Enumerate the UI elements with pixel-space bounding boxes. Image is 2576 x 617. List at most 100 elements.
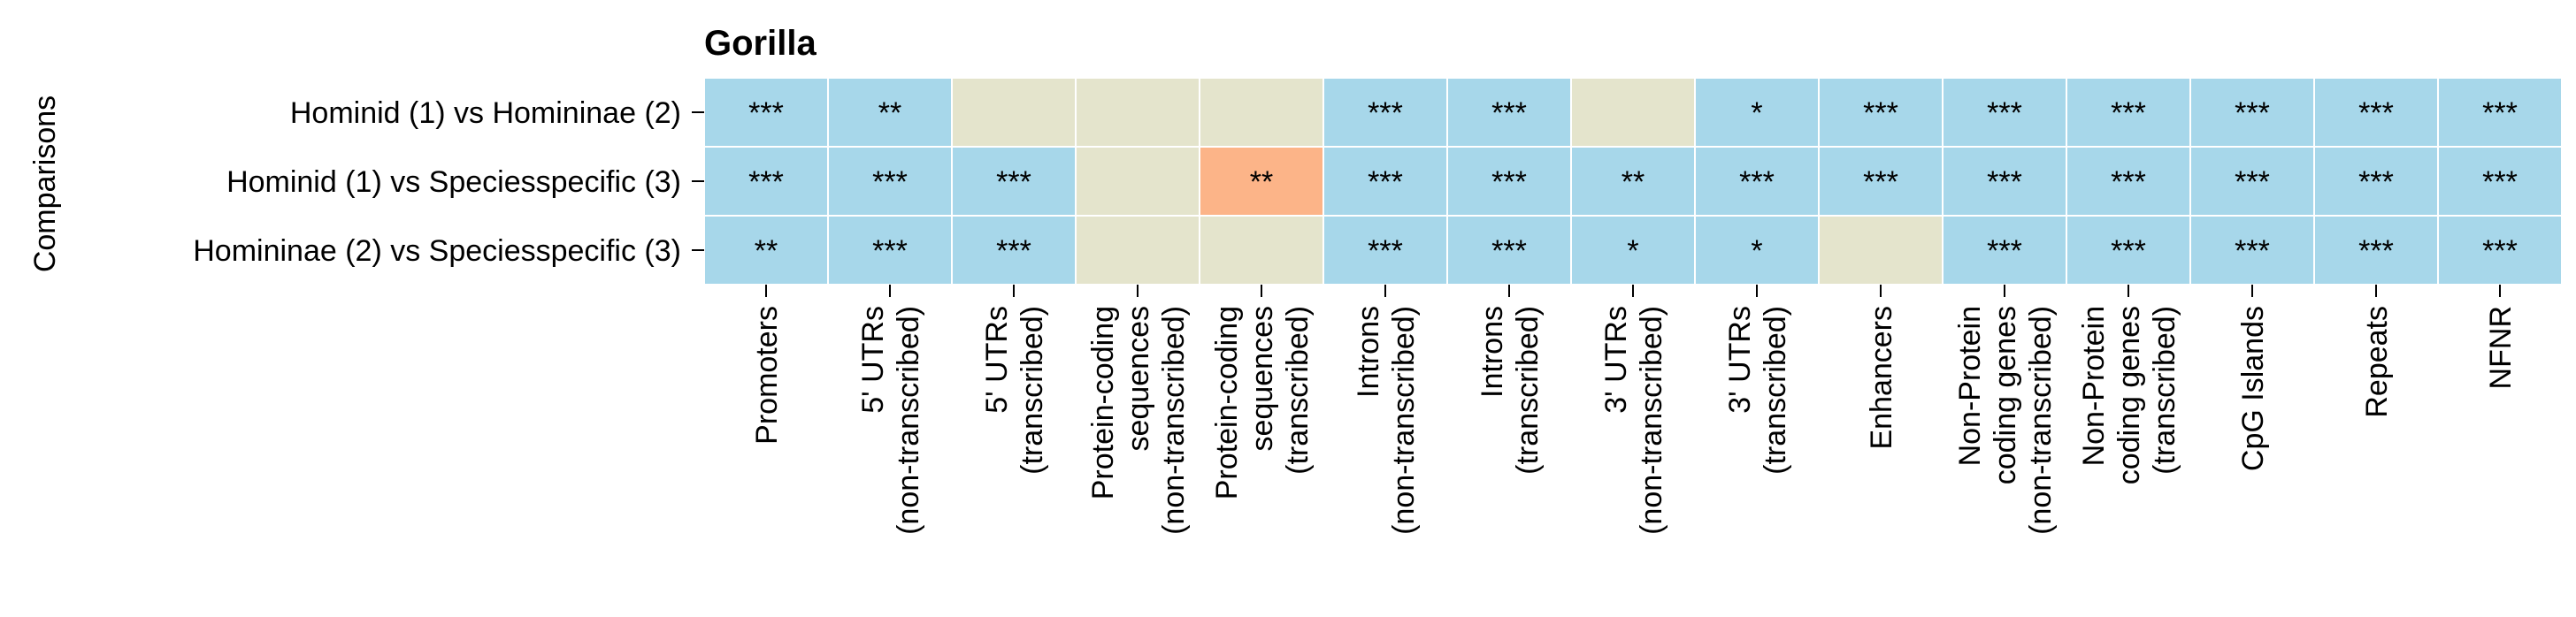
- column-labels: Promoters 5' UTRs(non-transcribed) 5' UTRs…: [750, 306, 2518, 535]
- heatmap-cell: [703, 215, 829, 286]
- heatmap-cell: [2066, 215, 2191, 286]
- cell-annotations: *** ** *** *** * *** *** *** *** *** ****** *** *** *…: [748, 96, 2518, 268]
- column-label-line: 3' UTRs: [1723, 306, 1757, 414]
- heatmap-cell: [1075, 146, 1200, 217]
- row-labels: Hominid (1) vs Homininae (2) Hominid (1) …: [193, 96, 681, 268]
- heatmap-cell: [827, 77, 953, 148]
- heatmap-cell: [2189, 215, 2315, 286]
- column-label: Introns(non-transcribed): [1352, 306, 1421, 535]
- row-label: Homininae (2) vs Speciesspecific (3): [193, 234, 681, 268]
- cell-annotation: ***: [1739, 165, 1775, 199]
- axis-ticks: [692, 111, 2501, 297]
- cell-annotation: ***: [2235, 234, 2270, 268]
- column-label: NFNR: [2484, 306, 2518, 389]
- cell-annotation: ***: [2358, 96, 2394, 130]
- heatmap-cell: [2066, 77, 2191, 148]
- heatmap-cell: [1818, 215, 1944, 286]
- cell-annotation: ***: [2111, 165, 2146, 199]
- cell-annotation: **: [1250, 165, 1273, 199]
- cell-annotation: ***: [1987, 96, 2022, 130]
- column-label-line: (non-transcribed): [2024, 306, 2058, 535]
- column-label-line: (transcribed): [1511, 306, 1545, 475]
- column-label: Non-Proteincoding genes(transcribed): [2077, 306, 2181, 484]
- cell-annotation: ***: [2235, 96, 2270, 130]
- column-label: Repeats: [2360, 306, 2394, 418]
- column-label-line: 3' UTRs: [1599, 306, 1633, 414]
- column-label-line: (non-transcribed): [1157, 306, 1191, 535]
- column-label: 5' UTRs(transcribed): [980, 306, 1049, 475]
- heatmap-cell: [827, 146, 953, 217]
- column-label: Promoters: [750, 306, 784, 445]
- column-label-line: 5' UTRs: [856, 306, 890, 414]
- cell-annotation: ***: [1368, 234, 1403, 268]
- heatmap-cell: [1446, 215, 1572, 286]
- column-label-line: Enhancers: [1865, 306, 1898, 450]
- heatmap-cell: [1075, 77, 1200, 148]
- heatmap-cell: [1322, 215, 1448, 286]
- heatmap-cell: [1446, 146, 1572, 217]
- column-label-line: (transcribed): [1281, 306, 1315, 475]
- chart-title: Gorilla: [704, 24, 816, 63]
- cell-annotation: ***: [1863, 165, 1898, 199]
- column-label: Enhancers: [1865, 306, 1898, 450]
- cell-annotation: ***: [1368, 96, 1403, 130]
- cell-annotation: ***: [996, 234, 1031, 268]
- cell-annotation: ***: [1987, 165, 2022, 199]
- cell-annotation: ***: [872, 165, 908, 199]
- column-label-line: CpG Islands: [2236, 306, 2270, 471]
- cell-annotation: **: [1622, 165, 1644, 199]
- column-label-line: (non-transcribed): [1635, 306, 1668, 535]
- cell-annotation: ***: [996, 165, 1031, 199]
- heatmap-cell: [1199, 146, 1324, 217]
- cell-annotation: ***: [1491, 165, 1527, 199]
- column-label-line: coding genes: [2112, 306, 2146, 484]
- column-label-line: sequences: [1122, 306, 1155, 451]
- cell-annotation: ***: [1491, 96, 1527, 130]
- heatmap-cell: [1322, 146, 1448, 217]
- cell-annotation: ***: [2358, 165, 2394, 199]
- column-label-line: (non-transcribed): [1387, 306, 1421, 535]
- cell-annotation: ***: [748, 96, 784, 130]
- cell-annotation: ***: [2111, 234, 2146, 268]
- row-label: Hominid (1) vs Homininae (2): [290, 96, 681, 130]
- column-label-line: Protein-coding: [1086, 306, 1120, 499]
- heatmap-cell: [1199, 215, 1324, 286]
- heatmap-cell: [1075, 215, 1200, 286]
- heatmap-cell: [951, 77, 1077, 148]
- cell-annotation: ***: [2482, 234, 2518, 268]
- cell-annotation: ***: [748, 165, 784, 199]
- heatmap-cell: [2189, 146, 2315, 217]
- heatmap-cell: [703, 77, 829, 148]
- heatmap-cells: [703, 77, 2563, 286]
- cell-annotation: *: [1627, 234, 1638, 268]
- row-label: Hominid (1) vs Speciesspecific (3): [226, 165, 681, 199]
- column-label-line: NFNR: [2484, 306, 2518, 389]
- heatmap-cell: [1199, 77, 1324, 148]
- cell-annotation: *: [1751, 96, 1762, 130]
- cell-annotation: ***: [2482, 96, 2518, 130]
- heatmap-cell: [1570, 77, 1696, 148]
- column-label-line: (transcribed): [1759, 306, 1792, 475]
- y-axis-title: Comparisons: [28, 95, 62, 272]
- column-label: Non-Proteincoding genes(non-transcribed): [1953, 306, 2058, 535]
- column-label-line: (non-transcribed): [892, 306, 925, 535]
- cell-annotation: ***: [1863, 96, 1898, 130]
- heatmap-cell: [2437, 215, 2563, 286]
- column-label: 5' UTRs(non-transcribed): [856, 306, 925, 535]
- cell-annotation: ***: [872, 234, 908, 268]
- column-label-line: Protein-coding: [1210, 306, 1244, 499]
- cell-annotation: ***: [2358, 234, 2394, 268]
- heatmap-cell: [2313, 146, 2439, 217]
- column-label-line: Non-Protein: [2077, 306, 2111, 466]
- cell-annotation: ***: [1491, 234, 1527, 268]
- heatmap-cell: [951, 146, 1077, 217]
- cell-annotation: ***: [1987, 234, 2022, 268]
- column-label-line: 5' UTRs: [980, 306, 1014, 414]
- cell-annotation: **: [755, 234, 778, 268]
- column-label-line: Non-Protein: [1953, 306, 1987, 466]
- column-label-line: (transcribed): [1016, 306, 1049, 475]
- heatmap-cell: [2437, 146, 2563, 217]
- column-label-line: (transcribed): [2148, 306, 2181, 475]
- cell-annotation: ***: [2235, 165, 2270, 199]
